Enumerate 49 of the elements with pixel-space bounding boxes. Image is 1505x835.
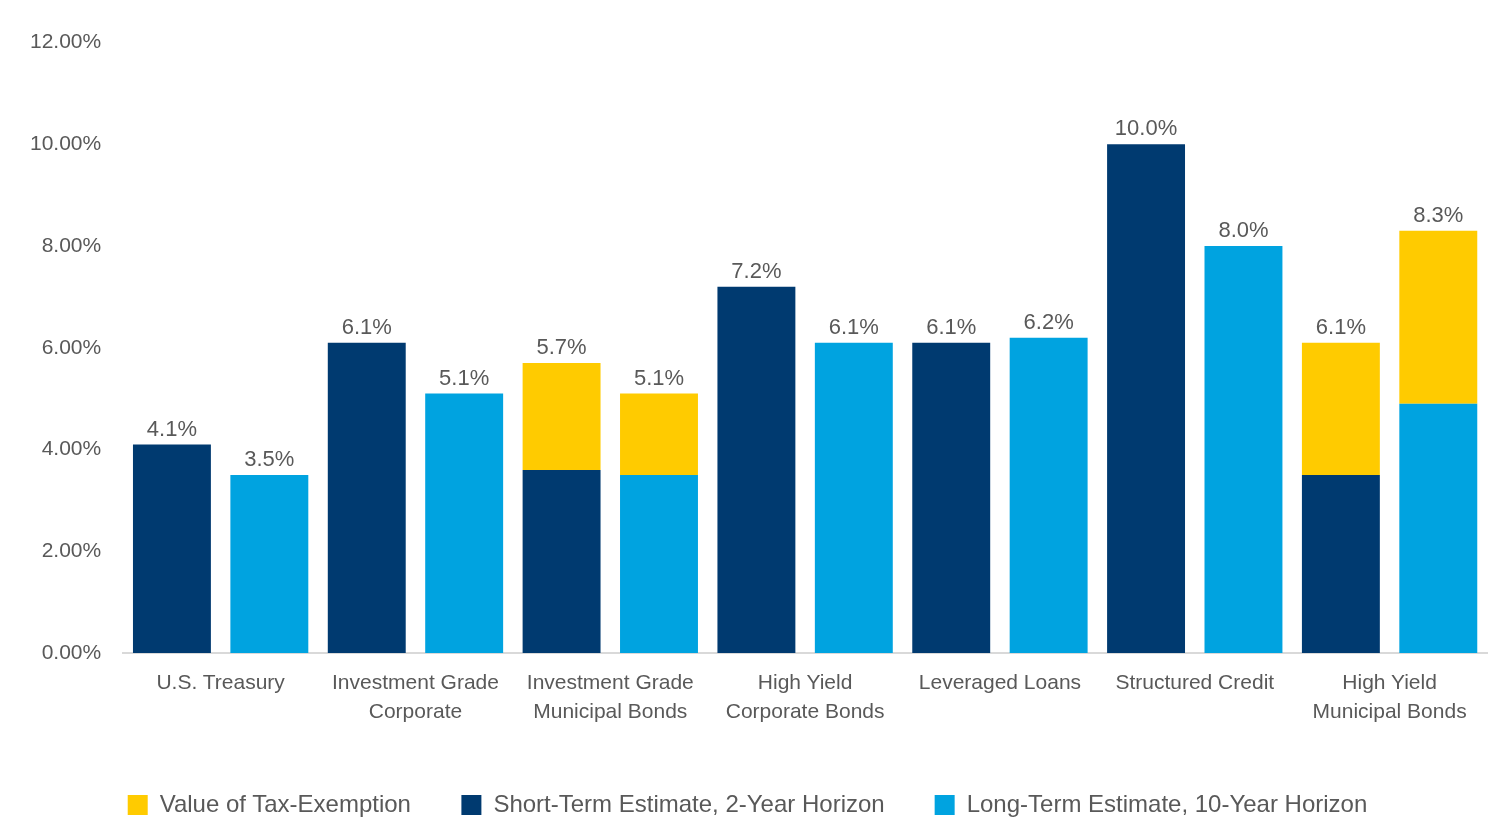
y-tick-label: 6.00% — [41, 334, 102, 358]
x-tick-label: High Yield Corporate Bonds — [725, 670, 885, 723]
x-tick-label: Leveraged Loans — [918, 670, 1082, 694]
bar — [1399, 230, 1478, 404]
y-tick-label: 4.00% — [41, 436, 102, 460]
total-label: 6.1% — [926, 313, 977, 339]
bar — [132, 444, 211, 653]
y-tick-label: 8.00% — [41, 232, 102, 256]
total-label: 3.5% — [244, 446, 295, 472]
total-label: 10.0% — [1114, 115, 1178, 141]
bar — [1107, 144, 1186, 653]
x-tick-label: Investment Grade Municipal Bonds — [526, 670, 694, 723]
x-tick-label: Investment Grade Corporate — [332, 670, 499, 723]
total-label: 5.1% — [439, 364, 490, 390]
x-tick-label: High Yield Municipal Bonds — [1312, 670, 1467, 723]
legend-label: Short-Term Estimate, 2-Year Horizon — [493, 789, 885, 817]
bar — [327, 342, 406, 653]
bar — [814, 342, 893, 653]
y-tick-label: 0.00% — [41, 639, 102, 663]
total-label: 7.2% — [731, 257, 782, 283]
bar — [1399, 403, 1478, 653]
total-label: 6.1% — [828, 313, 879, 339]
bar — [1301, 342, 1380, 475]
bar — [425, 393, 504, 653]
bar — [717, 286, 796, 653]
bar — [912, 342, 991, 653]
y-tick-label: 2.00% — [41, 538, 102, 562]
bar — [230, 474, 309, 653]
bar — [620, 393, 698, 475]
total-label: 6.1% — [1315, 313, 1366, 339]
total-label: 4.1% — [146, 415, 198, 441]
total-label: 6.1% — [341, 313, 392, 339]
bar — [1009, 337, 1088, 653]
bar — [1301, 474, 1380, 653]
legend-label: Long-Term Estimate, 10-Year Horizon — [966, 789, 1368, 817]
bar — [522, 469, 601, 653]
x-tick-label: U.S. Treasury — [156, 670, 286, 694]
total-label: 8.3% — [1413, 201, 1464, 227]
legend-label: Value of Tax-Exemption — [159, 789, 411, 817]
bar — [1204, 246, 1283, 653]
y-tick-label: 12.00% — [29, 29, 102, 53]
total-label: 8.0% — [1218, 217, 1269, 243]
total-label: 5.7% — [536, 334, 587, 360]
y-tick-label: 10.00% — [29, 131, 102, 155]
bar — [522, 363, 601, 470]
total-label: 6.2% — [1023, 308, 1074, 334]
x-tick-label: Structured Credit — [1115, 670, 1275, 694]
bar — [620, 474, 698, 653]
total-label: 5.1% — [633, 364, 685, 390]
